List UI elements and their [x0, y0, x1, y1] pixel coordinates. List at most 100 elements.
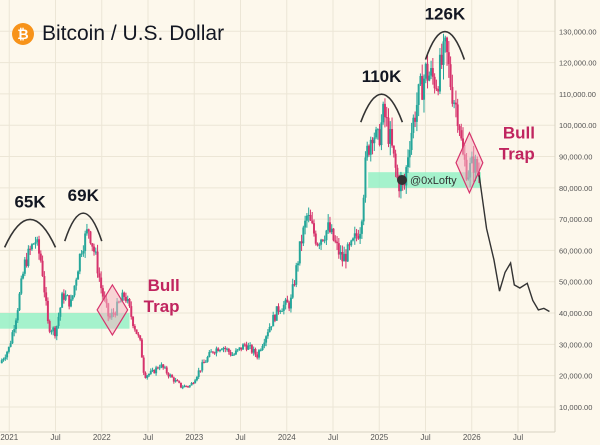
candle-body — [41, 260, 44, 277]
candle-body — [84, 233, 87, 251]
bull-trap-label-line2: Trap — [144, 297, 180, 316]
candle-body — [270, 326, 273, 328]
candle-body — [247, 345, 250, 350]
candle-body — [357, 235, 360, 239]
candle-body — [20, 278, 23, 294]
x-tick-label: 2026 — [463, 433, 481, 442]
bull-trap-box — [96, 283, 129, 337]
candle-body — [424, 63, 427, 79]
candle-body — [373, 137, 376, 144]
candle-body — [394, 153, 397, 168]
candle-body — [126, 298, 129, 302]
candle-body — [295, 265, 298, 285]
x-tick-label: 2023 — [185, 433, 203, 442]
candle-body — [204, 361, 207, 363]
candle-body — [45, 292, 48, 301]
candle-body — [14, 320, 17, 330]
candle-body — [325, 230, 328, 241]
candle-body — [172, 377, 175, 382]
x-tick-label: Jul — [420, 433, 430, 442]
candle-body — [279, 311, 282, 313]
candle-body — [233, 354, 236, 356]
candle-body — [258, 350, 260, 358]
candle-body — [69, 299, 72, 307]
peak-label: 110K — [362, 67, 402, 86]
candle-body — [268, 326, 271, 333]
x-tick-label: Jul — [235, 433, 245, 442]
candle-body — [442, 41, 445, 65]
peak-label: 65K — [14, 192, 46, 211]
candle-body — [242, 344, 245, 350]
candle-body — [4, 357, 7, 359]
candle-body — [281, 310, 284, 312]
candle-body — [245, 344, 248, 350]
candle-body — [132, 316, 135, 326]
bitcoin-logo-icon: ₿ — [12, 23, 34, 45]
candle-body — [302, 227, 305, 244]
candle-body — [437, 89, 440, 92]
candle-body — [385, 117, 388, 119]
candle-body — [289, 297, 292, 309]
candle-body — [252, 348, 255, 353]
candle-body — [55, 325, 58, 337]
x-tick-label: Jul — [143, 433, 153, 442]
candle-body — [140, 339, 143, 358]
candle-body — [387, 117, 390, 144]
candle-body — [371, 139, 374, 144]
y-tick-label: 130,000.00 — [559, 27, 597, 36]
candle-body — [121, 292, 124, 302]
candle-body — [201, 362, 204, 371]
candle-body — [243, 344, 246, 346]
candle-body — [146, 375, 149, 378]
support-zone — [0, 313, 130, 329]
candle-body — [222, 347, 225, 350]
peak-arc — [424, 30, 466, 60]
candle-body — [87, 229, 90, 232]
candle-body — [91, 243, 94, 247]
candle-body — [353, 233, 356, 239]
candle-body — [85, 229, 88, 234]
candle-body — [135, 329, 138, 334]
candle-body — [171, 374, 174, 378]
candle-body — [275, 306, 278, 321]
candle-body — [32, 243, 35, 245]
candle-body — [167, 373, 170, 377]
candle-body — [101, 288, 104, 297]
candle-body — [261, 345, 264, 350]
candle-body — [23, 259, 26, 274]
candle-body — [312, 223, 315, 234]
candle-body — [451, 86, 454, 104]
candle-body — [213, 352, 216, 354]
candle-body — [179, 382, 182, 388]
x-tick-label: 2025 — [370, 433, 388, 442]
candle-body — [297, 263, 300, 266]
candle-body — [215, 348, 218, 354]
candle-body — [39, 253, 42, 261]
candle-body — [68, 295, 71, 307]
candle-body — [307, 214, 310, 216]
y-tick-label: 80,000.00 — [559, 184, 592, 193]
candle-body — [46, 300, 49, 322]
peak-label: 69K — [68, 186, 100, 205]
candle-body — [446, 37, 449, 53]
candle-body — [199, 370, 202, 372]
candle-body — [226, 348, 229, 350]
y-tick-label: 30,000.00 — [559, 340, 592, 349]
candle-body — [332, 228, 335, 241]
candle-body — [254, 348, 257, 355]
candle-body — [181, 387, 184, 389]
candle-body — [144, 372, 147, 378]
candle-body — [337, 243, 340, 255]
candle-body — [18, 293, 21, 311]
candle-body — [249, 345, 252, 347]
candle-body — [336, 241, 339, 244]
candle-body — [417, 84, 420, 105]
peak-label: 126K — [425, 5, 466, 24]
candle-body — [29, 248, 32, 250]
candle-body — [414, 117, 417, 122]
candle-body — [367, 145, 370, 155]
candle-body — [362, 197, 365, 222]
candle-body — [151, 369, 154, 371]
candle-body — [431, 68, 434, 77]
